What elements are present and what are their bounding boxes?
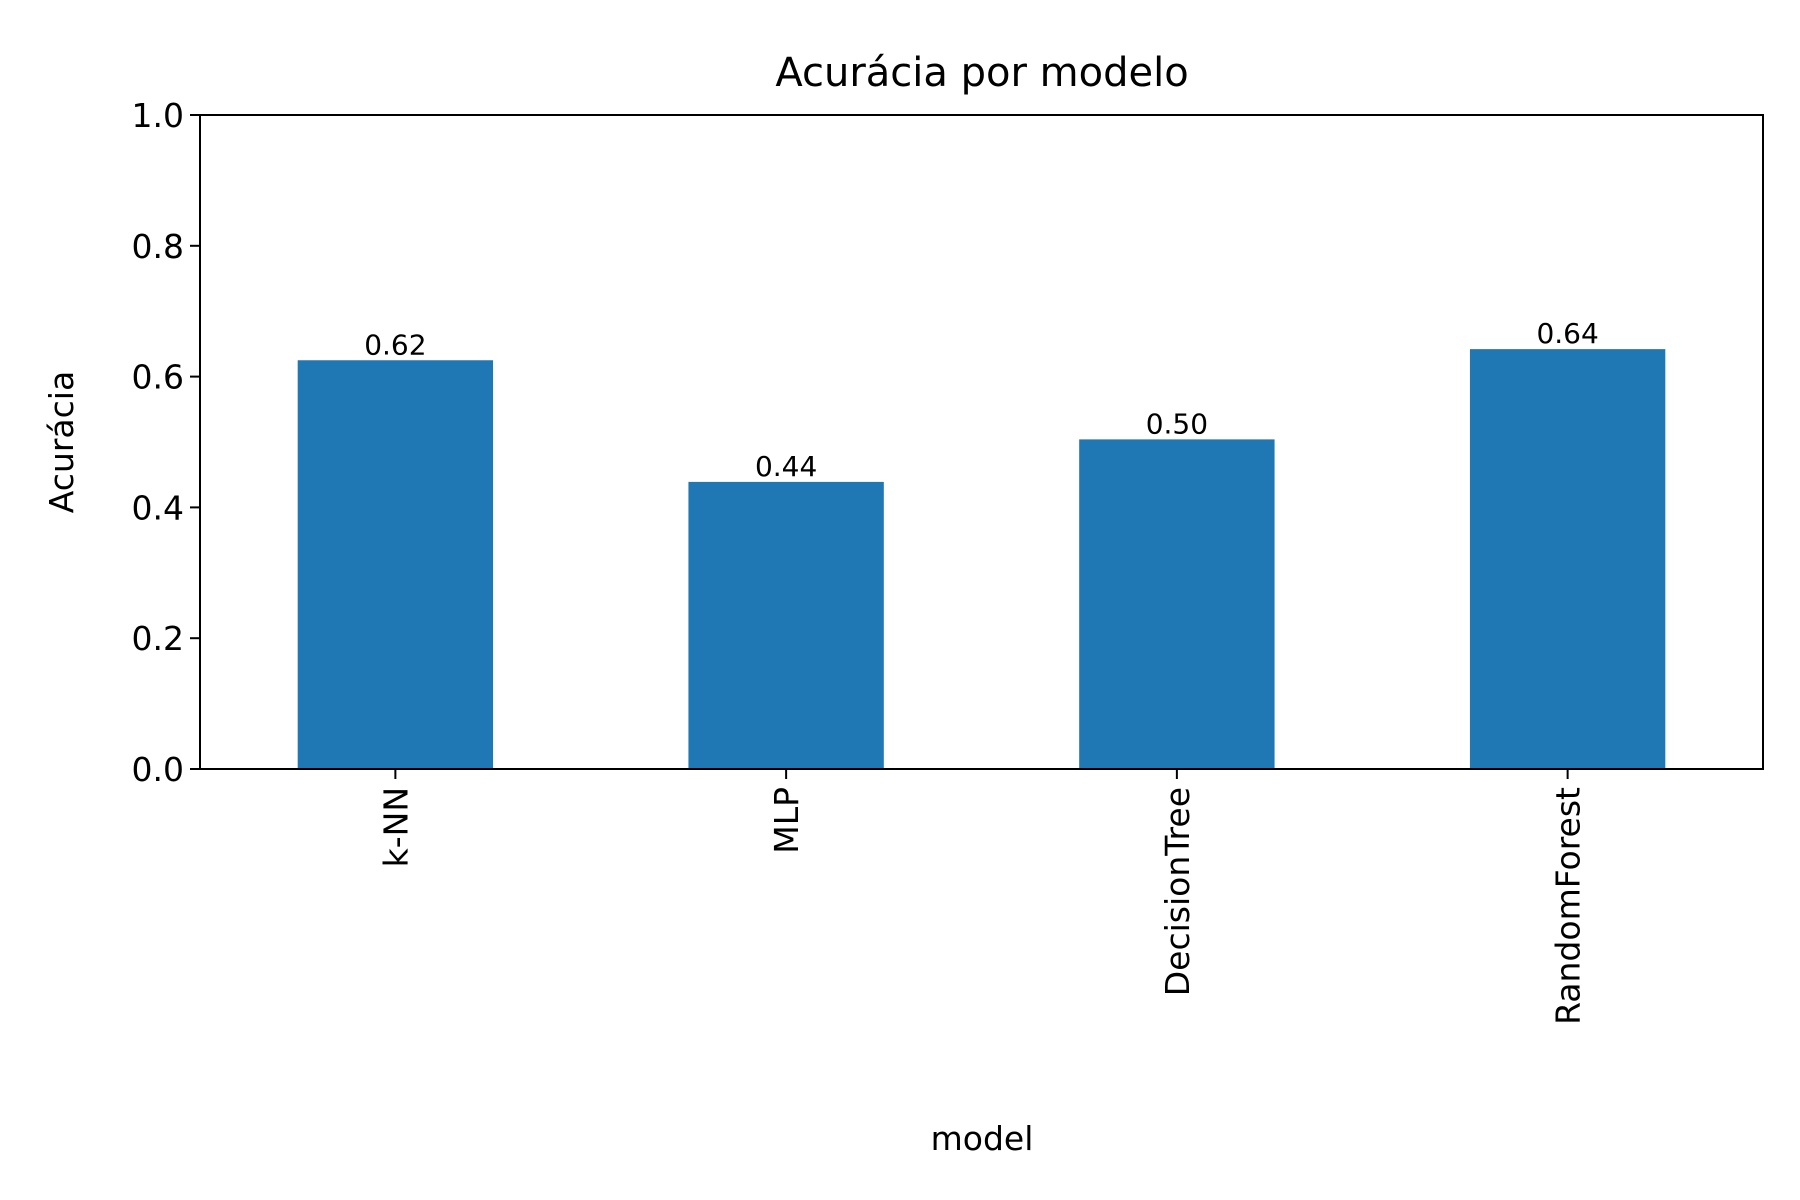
y-tick-label: 0.2 [132, 619, 184, 658]
bars-group: 0.62 0.44 0.50 0.64 [297, 317, 1666, 769]
y-tick-label: 1.0 [132, 96, 184, 135]
x-tick-label: k-NN [376, 787, 415, 867]
y-tick-label: 0.6 [132, 358, 184, 397]
x-tick-label: MLP [767, 787, 806, 854]
y-tick-label: 0.8 [132, 227, 184, 266]
y-axis: 0.0 0.2 0.4 0.6 0.8 1.0 [132, 96, 200, 789]
x-tick-label: DecisionTree [1158, 787, 1197, 996]
x-axis-label: model [931, 1119, 1034, 1158]
y-tick-label: 0.0 [132, 750, 184, 789]
y-tick-label: 0.4 [132, 488, 184, 527]
bar-value-label: 0.44 [755, 450, 817, 483]
bar-value-label: 0.64 [1536, 317, 1598, 350]
bar-value-label: 0.62 [364, 328, 426, 361]
bar [1469, 349, 1666, 769]
y-axis-label: Acurácia [42, 371, 81, 513]
bar [1079, 439, 1275, 769]
x-tick-label: RandomForest [1549, 787, 1588, 1025]
bar [688, 481, 884, 769]
x-axis: k-NN MLP DecisionTree RandomForest [376, 769, 1588, 1025]
bar [297, 360, 494, 769]
bar-value-label: 0.50 [1146, 407, 1208, 440]
plot-frame [199, 114, 1764, 770]
chart-title: Acurácia por modelo [775, 50, 1188, 96]
